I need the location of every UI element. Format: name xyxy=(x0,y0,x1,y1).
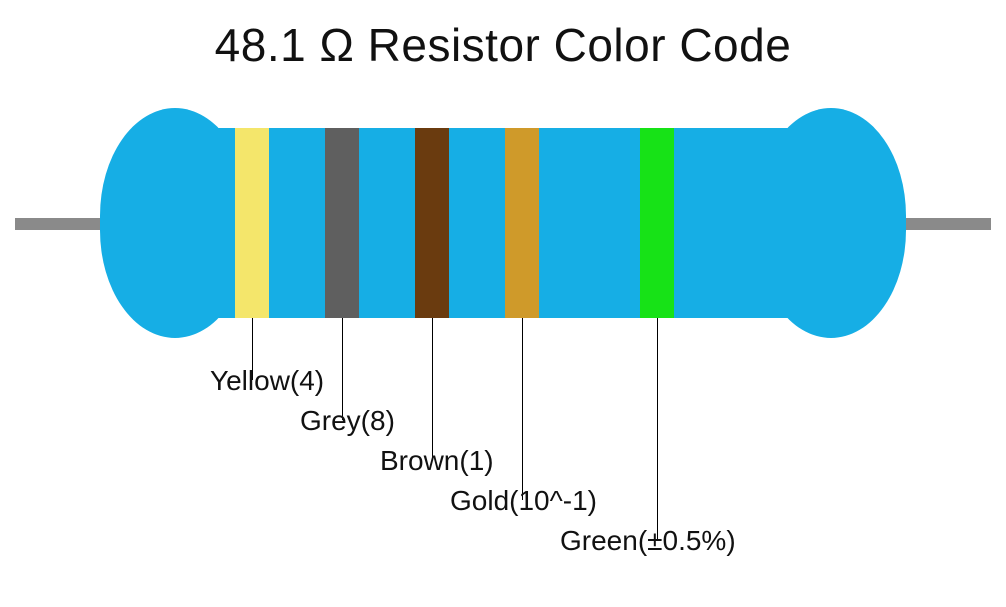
band-4 xyxy=(505,128,539,318)
band-4-callout-line xyxy=(522,318,523,500)
band-1-label: Yellow(4) xyxy=(210,365,324,397)
diagram-title: 48.1 Ω Resistor Color Code xyxy=(0,18,1006,72)
band-1 xyxy=(235,128,269,318)
band-3 xyxy=(415,128,449,318)
band-3-callout-line xyxy=(432,318,433,460)
band-2-label: Grey(8) xyxy=(300,405,395,437)
band-3-label: Brown(1) xyxy=(380,445,494,477)
band-5-callout-line xyxy=(657,318,658,540)
resistor-body xyxy=(190,128,816,318)
band-5 xyxy=(640,128,674,318)
band-5-label: Green(±0.5%) xyxy=(560,525,736,557)
band-2 xyxy=(325,128,359,318)
band-4-label: Gold(10^-1) xyxy=(450,485,597,517)
